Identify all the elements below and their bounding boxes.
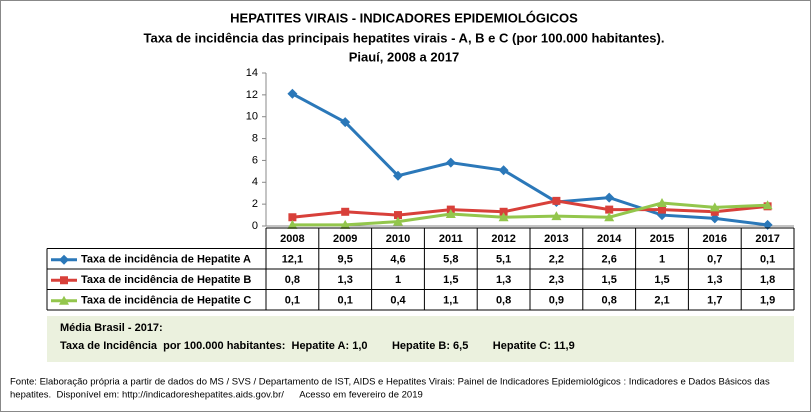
marker <box>762 219 773 230</box>
table-value: 1,8 <box>760 274 775 286</box>
x-tick-label: 2015 <box>650 233 674 245</box>
table-value: 0,1 <box>285 295 300 307</box>
table-value: 0,4 <box>390 295 406 307</box>
line <box>292 199 768 219</box>
y-tick-label: 0 <box>252 220 258 232</box>
table-value: 12,1 <box>282 254 303 266</box>
marker <box>658 205 666 214</box>
marker <box>709 213 720 224</box>
note-box <box>47 316 794 362</box>
table-value: 1,1 <box>443 295 458 307</box>
marker <box>498 212 509 222</box>
table-value: 1,5 <box>602 274 617 286</box>
table-value: 5,1 <box>496 254 511 266</box>
x-tick-label: 2010 <box>386 233 410 245</box>
table-value: 1,5 <box>443 274 458 286</box>
marker <box>710 207 719 216</box>
marker <box>605 205 614 214</box>
table-value: 1 <box>659 254 665 266</box>
table-value: 1,3 <box>707 274 722 286</box>
marker <box>709 202 720 212</box>
table-value: 1,7 <box>707 295 722 307</box>
marker <box>340 219 351 229</box>
table-value: 2,6 <box>602 254 617 266</box>
x-tick-label: 2008 <box>280 233 304 245</box>
table-value: 1,3 <box>338 274 353 286</box>
source: hepatites. Disponível em: http://indicad… <box>10 390 423 401</box>
table-value: 0,9 <box>549 295 564 307</box>
x-tick-label: 2011 <box>439 233 463 245</box>
x-tick-label: 2013 <box>544 233 568 245</box>
source: Fonte: Elaboração própria a partir de da… <box>10 377 770 388</box>
marker <box>287 219 298 229</box>
table-value: 0,1 <box>760 254 775 266</box>
y-tick-label: 12 <box>246 89 258 101</box>
marker <box>288 213 297 222</box>
x-tick-label: 2016 <box>703 233 727 245</box>
table-value: 9,5 <box>338 254 353 266</box>
table-value: 0,7 <box>707 254 722 266</box>
marker <box>340 117 351 128</box>
marker <box>498 165 509 176</box>
line <box>291 92 768 227</box>
legend-marker <box>59 254 69 265</box>
marker <box>393 216 403 226</box>
note: Média Brasil - 2017: <box>60 322 163 334</box>
x-tick-label: 2017 <box>755 233 779 245</box>
table-value: 2,3 <box>549 274 564 286</box>
chart-title: HEPATITES VIRAIS - INDICADORES EPIDEMIOL… <box>230 10 578 25</box>
x-tick-label: 2014 <box>597 233 622 245</box>
marker <box>341 207 350 216</box>
table-value: 0,8 <box>496 295 511 307</box>
y-tick-label: 2 <box>252 198 258 210</box>
marker <box>499 207 508 216</box>
y-tick-label: 14 <box>246 67 258 79</box>
table-value: 0,1 <box>338 295 353 307</box>
x-tick-label: 2009 <box>333 233 357 245</box>
legend-label: Taxa de incidência de Hepatite B <box>81 274 251 286</box>
table-value: 1 <box>395 274 401 286</box>
chart-subtitle: Taxa de incidência das principais hepati… <box>144 30 665 45</box>
y-tick-label: 6 <box>252 154 258 166</box>
legend-label: Taxa de incidência de Hepatite A <box>81 254 251 266</box>
table-value: 1,9 <box>760 295 775 307</box>
marker <box>394 211 402 220</box>
marker <box>393 170 403 181</box>
marker <box>604 212 615 222</box>
marker <box>552 196 561 205</box>
marker <box>445 157 456 168</box>
table-value: 2,2 <box>549 254 564 266</box>
marker <box>287 88 298 99</box>
legend-label: Taxa de incidência de Hepatite C <box>81 295 251 307</box>
line <box>292 201 768 227</box>
marker <box>445 208 456 218</box>
marker <box>657 198 667 208</box>
table-value: 1,3 <box>496 274 511 286</box>
marker <box>762 200 773 210</box>
y-tick-label: 4 <box>252 176 258 188</box>
y-tick-label: 8 <box>252 132 258 144</box>
legend-marker <box>59 295 69 305</box>
table-value: 5,8 <box>443 254 458 266</box>
table-value: 2,1 <box>654 295 669 307</box>
y-tick-label: 10 <box>246 111 258 123</box>
table-value: 0,8 <box>285 274 300 286</box>
marker <box>604 192 615 203</box>
marker <box>551 211 562 221</box>
table-value: 0,8 <box>602 295 617 307</box>
x-tick-label: 2012 <box>491 233 515 245</box>
chart-subtitle: Piauí, 2008 a 2017 <box>349 49 460 64</box>
table-value: 1,5 <box>654 274 669 286</box>
note: Taxa de Incidência por 100.000 habitante… <box>60 340 575 352</box>
table-value: 4,6 <box>390 254 405 266</box>
legend-marker <box>60 276 68 285</box>
